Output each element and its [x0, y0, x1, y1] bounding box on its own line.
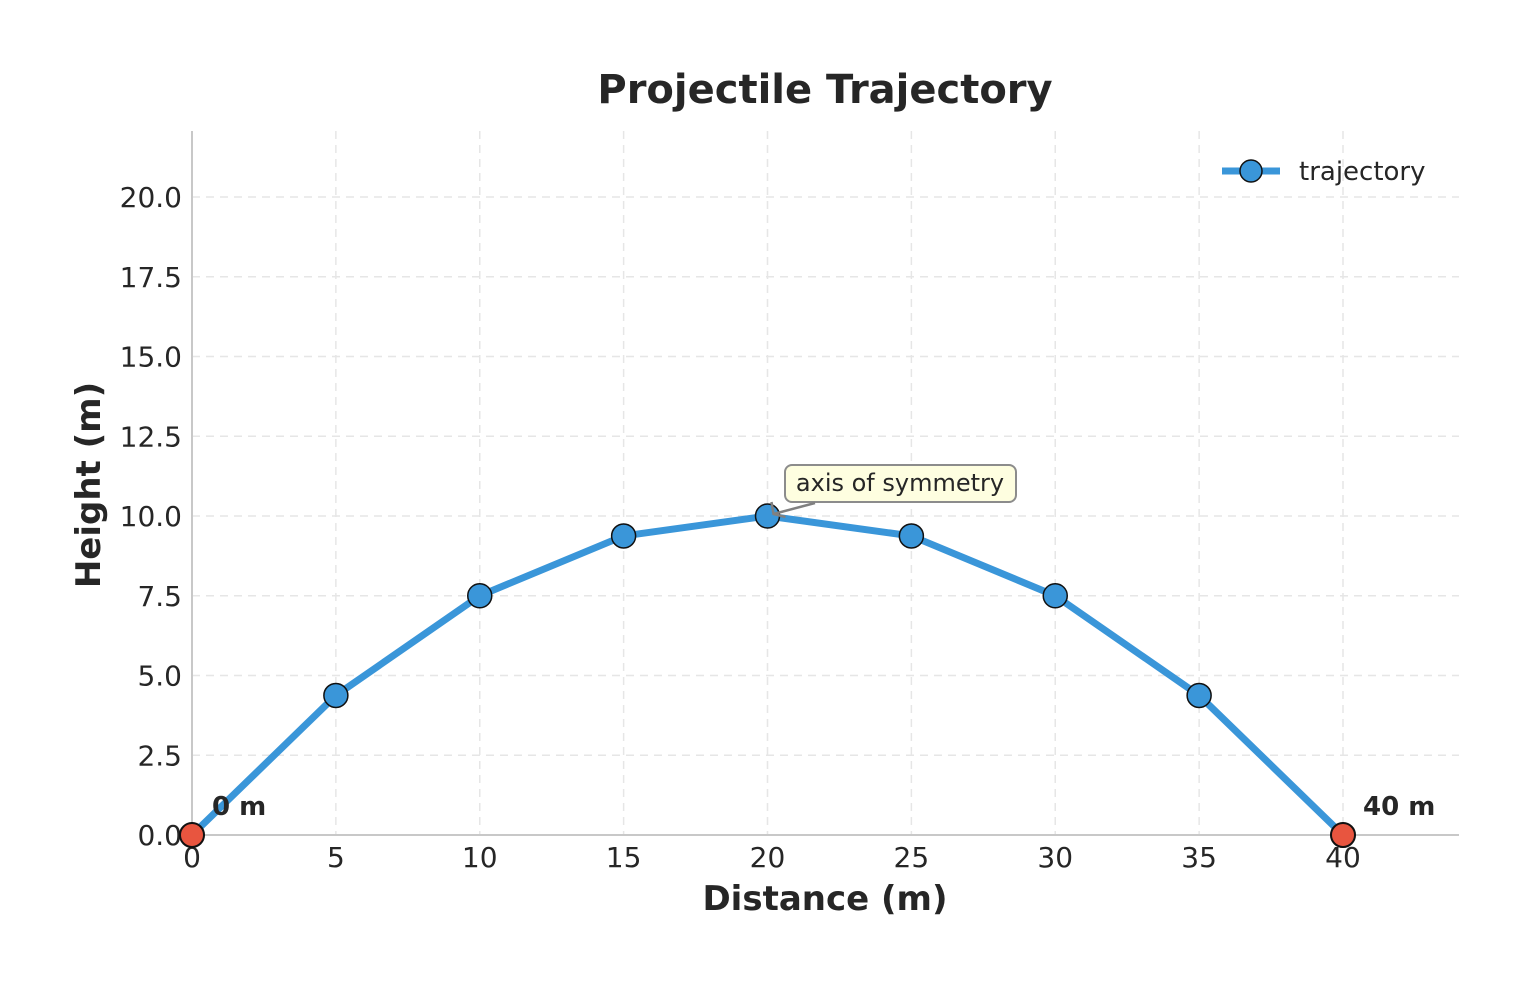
annotation-text: axis of symmetry — [796, 469, 1004, 497]
y-tick-label: 7.5 — [137, 580, 182, 613]
legend-marker — [1239, 159, 1263, 183]
y-tick-label: 17.5 — [120, 261, 182, 294]
x-axis-label: Distance (m) — [702, 879, 947, 919]
landing-label: 40 m — [1363, 792, 1435, 822]
x-tick-label: 0 — [183, 841, 201, 874]
trajectory-point — [898, 523, 925, 549]
annotation-arrowhead — [770, 501, 786, 519]
x-tick-label: 35 — [1181, 841, 1217, 874]
legend-label: trajectory — [1299, 157, 1426, 187]
trajectory-point — [1042, 583, 1068, 609]
x-tick-label: 15 — [606, 841, 642, 874]
annotation: axis of symmetry — [770, 464, 1017, 519]
launch-label: 0 m — [212, 792, 266, 822]
trajectory-point — [467, 583, 493, 609]
trajectory-point — [754, 503, 781, 529]
axes — [191, 131, 1459, 836]
y-tick-label: 12.5 — [120, 420, 182, 453]
y-tick-label: 2.5 — [137, 739, 182, 772]
endpoint-marker — [179, 822, 205, 848]
endpoint-marker — [1330, 822, 1356, 848]
ticks: 0 5 10 15 20 25 30 35 400.02.55.07.510.012.515.0… — [120, 181, 1361, 874]
y-tick-label: 0.0 — [137, 819, 182, 852]
trajectory-point — [1186, 682, 1212, 709]
x-tick-label: 30 — [1037, 841, 1073, 874]
x-tick-label: 5 — [327, 841, 345, 874]
legend: trajectory — [1222, 157, 1426, 187]
y-tick-label: 5.0 — [137, 660, 182, 693]
endpoints: 0 m 40 m — [179, 792, 1435, 848]
annotation-box — [784, 464, 1017, 503]
grid — [192, 131, 1459, 835]
y-axis-label: Height (m) — [69, 382, 109, 588]
y-tick-label: 15.0 — [120, 341, 182, 374]
x-tick-label: 20 — [750, 841, 786, 874]
y-tick-label: 10.0 — [120, 500, 182, 533]
trajectory-point — [323, 682, 349, 709]
x-tick-label: 10 — [462, 841, 498, 874]
annotation-arrow — [773, 501, 816, 516]
chart-title: Projectile Trajectory — [597, 67, 1052, 113]
x-tick-label: 25 — [894, 841, 930, 874]
trajectory-point — [610, 523, 637, 549]
y-tick-label: 20.0 — [120, 181, 182, 214]
